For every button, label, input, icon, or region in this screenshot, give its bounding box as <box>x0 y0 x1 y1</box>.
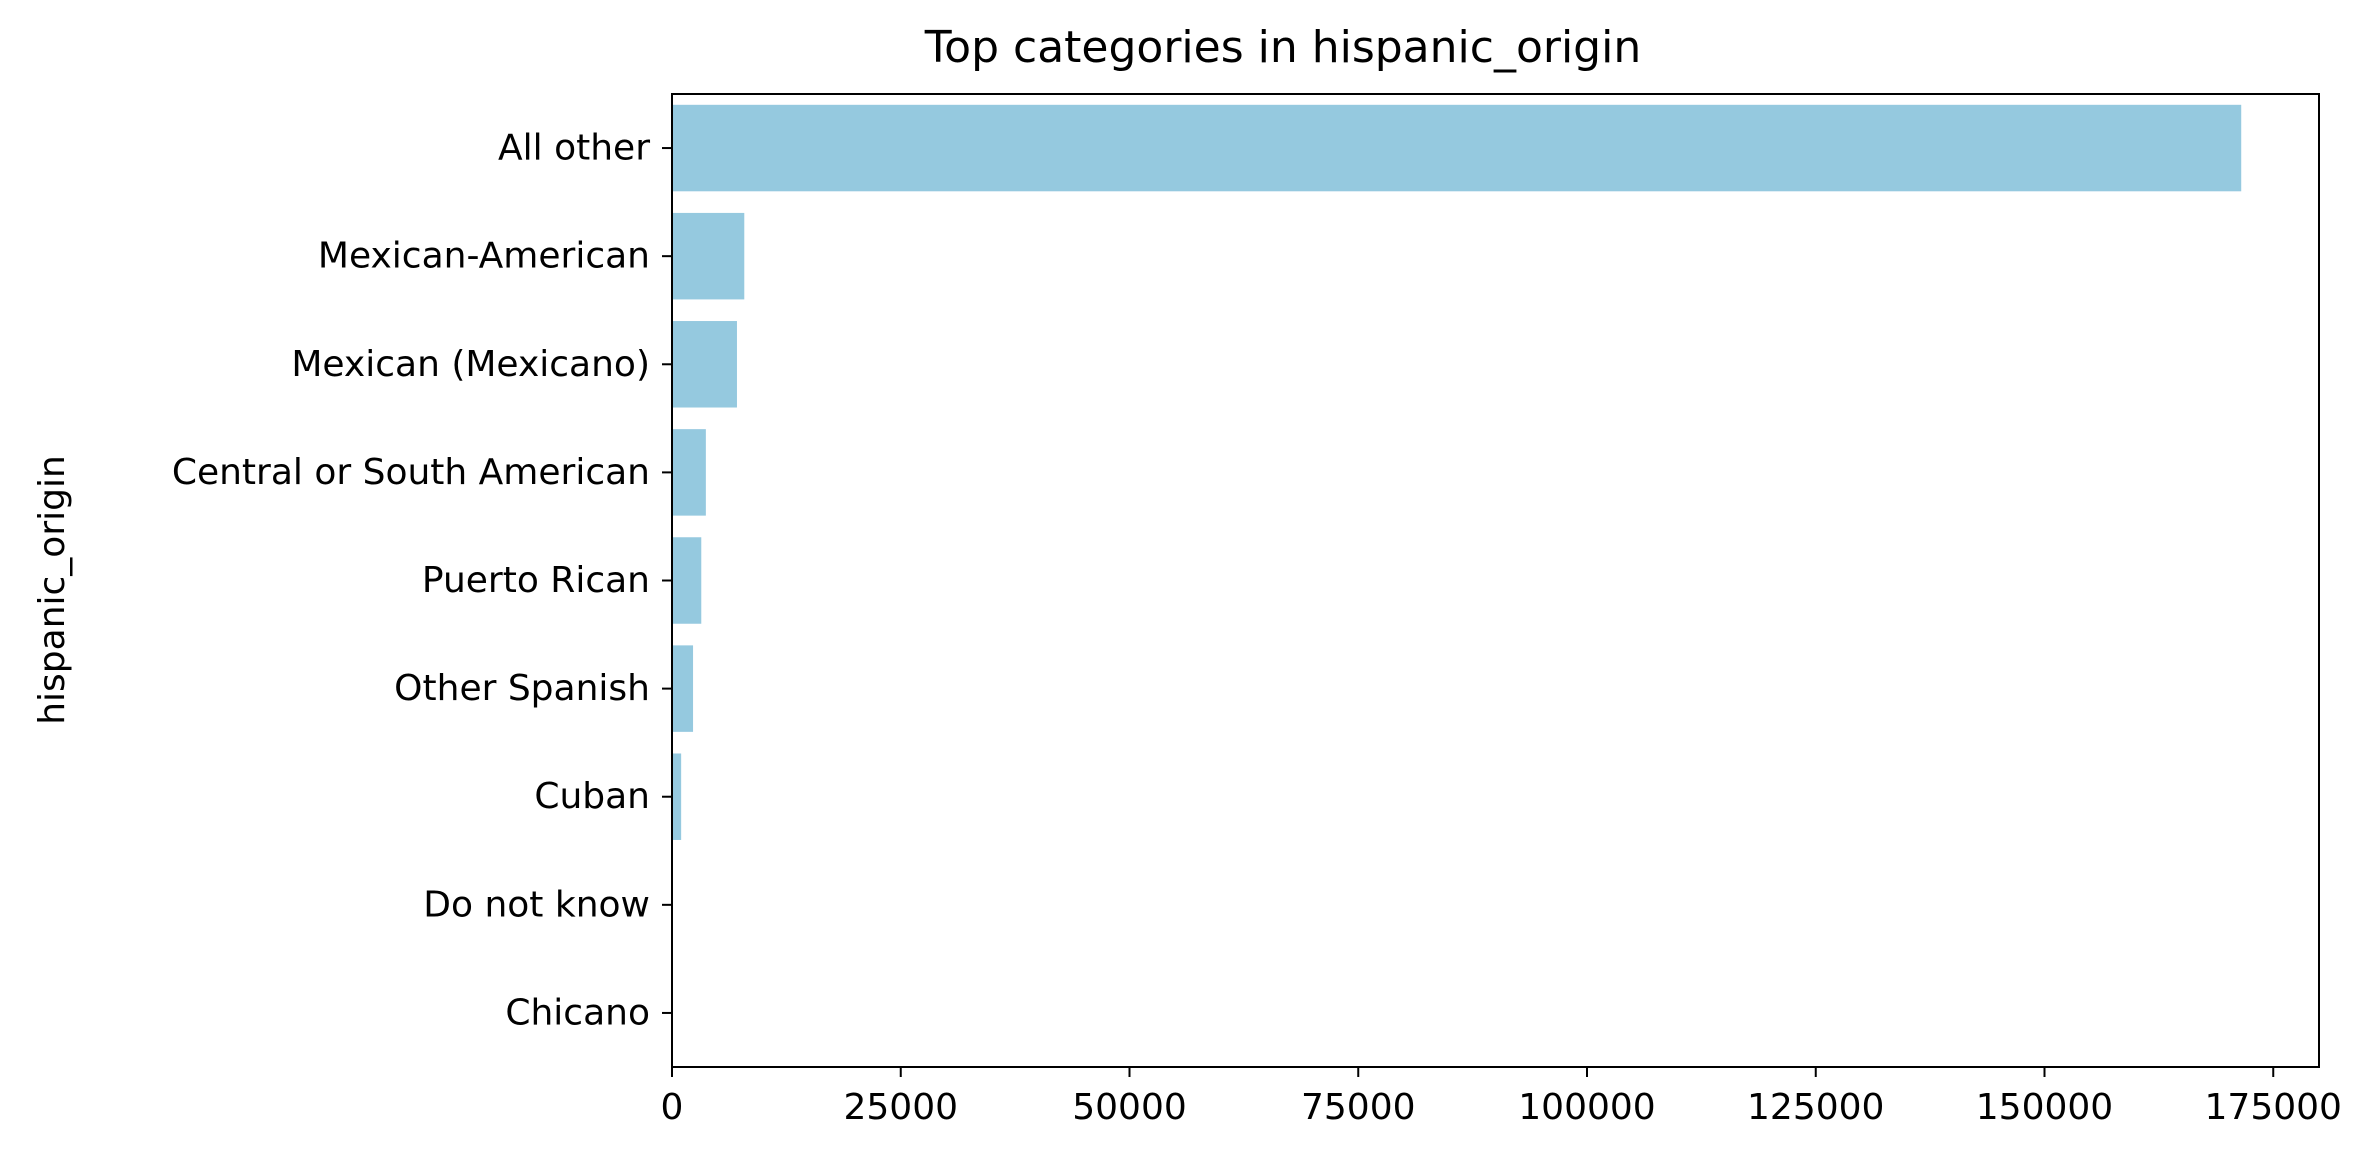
bar <box>672 753 682 840</box>
x-tick-layer: 0 25000 50000 75000 100000 125000 150000 175000 <box>661 1067 2342 1128</box>
bars-layer <box>672 104 2242 840</box>
bar <box>672 537 702 624</box>
x-tick-label: 125000 <box>1747 1087 1884 1128</box>
bar <box>672 429 706 516</box>
y-tick-label: All other <box>498 128 650 169</box>
y-tick-label: Other Spanish <box>394 668 650 709</box>
y-tick-label: Central or South American <box>172 452 650 493</box>
plot-frame <box>671 93 2320 1068</box>
bar <box>672 212 745 300</box>
bar <box>672 321 737 408</box>
bar <box>672 645 694 732</box>
y-axis-label: hispanic_origin <box>32 455 73 725</box>
y-tick-label: Puerto Rican <box>422 560 650 601</box>
y-tick-label: Cuban <box>534 776 650 817</box>
x-tick-label: 0 <box>661 1087 684 1128</box>
y-tick-label: Do not know <box>423 884 650 925</box>
y-tick-layer: All other Mexican-American Mexican (Mexica… <box>172 128 672 1033</box>
x-tick-label: 75000 <box>1301 1087 1416 1128</box>
chart-title: Top categories in hispanic_origin <box>924 22 1641 73</box>
x-tick-label: 100000 <box>1518 1087 1655 1128</box>
y-tick-label: Mexican-American <box>318 236 650 277</box>
x-tick-label: 150000 <box>1976 1087 2113 1128</box>
y-tick-label: Chicano <box>505 992 650 1033</box>
bar <box>672 104 2242 192</box>
x-tick-label: 25000 <box>843 1087 958 1128</box>
y-tick-label: Mexican (Mexicano) <box>291 344 650 385</box>
x-tick-label: 175000 <box>2205 1087 2342 1128</box>
x-tick-label: 50000 <box>1072 1087 1187 1128</box>
